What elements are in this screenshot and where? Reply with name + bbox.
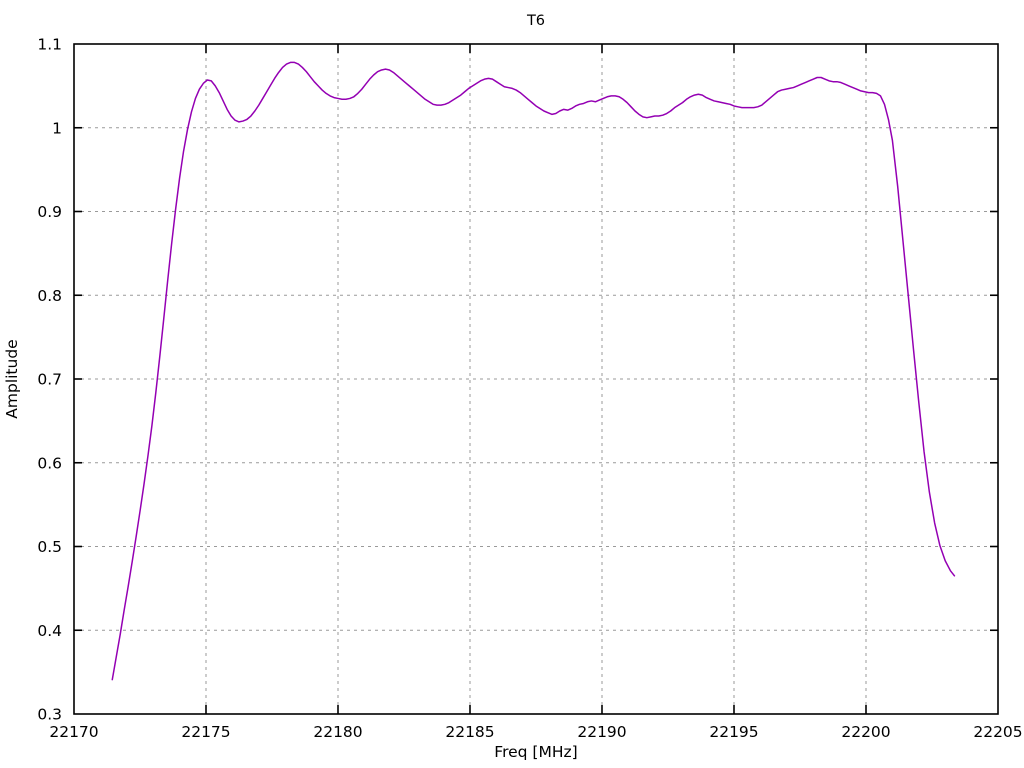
x-axis-title: Freq [MHz] [494, 743, 577, 761]
plot-frame [73, 43, 999, 715]
x-tick-label: 22175 [181, 723, 230, 741]
y-tick-label: 0.4 [37, 622, 62, 640]
x-tick-label: 22180 [313, 723, 362, 741]
y-axis-tick-labels: 0.3 0.4 0.5 0.6 0.7 0.8 0.9 1 1.1 [37, 36, 62, 724]
y-tick-label: 0.6 [37, 454, 62, 472]
y-axis-title: Amplitude [3, 339, 21, 418]
data-series-group [111, 61, 956, 681]
y-tick-label: 0.5 [37, 538, 62, 556]
y-tick-label: 1 [52, 119, 62, 137]
x-tick-label: 22190 [577, 723, 626, 741]
chart-title: T6 [526, 13, 545, 29]
y-tick-label: 1.1 [37, 36, 62, 54]
x-tick-label: 22170 [49, 723, 98, 741]
x-axis-tick-labels: 22170 22175 22180 22185 22190 22195 22200 22205 [49, 723, 1022, 741]
y-tick-label: 0.9 [37, 203, 62, 221]
x-tick-label: 22185 [445, 723, 494, 741]
x-tick-label: 22195 [709, 723, 758, 741]
y-tick-label: 0.3 [37, 706, 62, 724]
data-series-line [111, 61, 956, 681]
x-tick-label: 22205 [973, 723, 1022, 741]
axis-tick-marks [74, 44, 998, 714]
grid-lines [74, 44, 998, 714]
x-tick-label: 22200 [841, 723, 890, 741]
y-tick-label: 0.8 [37, 287, 62, 305]
y-tick-label: 0.7 [37, 371, 62, 389]
